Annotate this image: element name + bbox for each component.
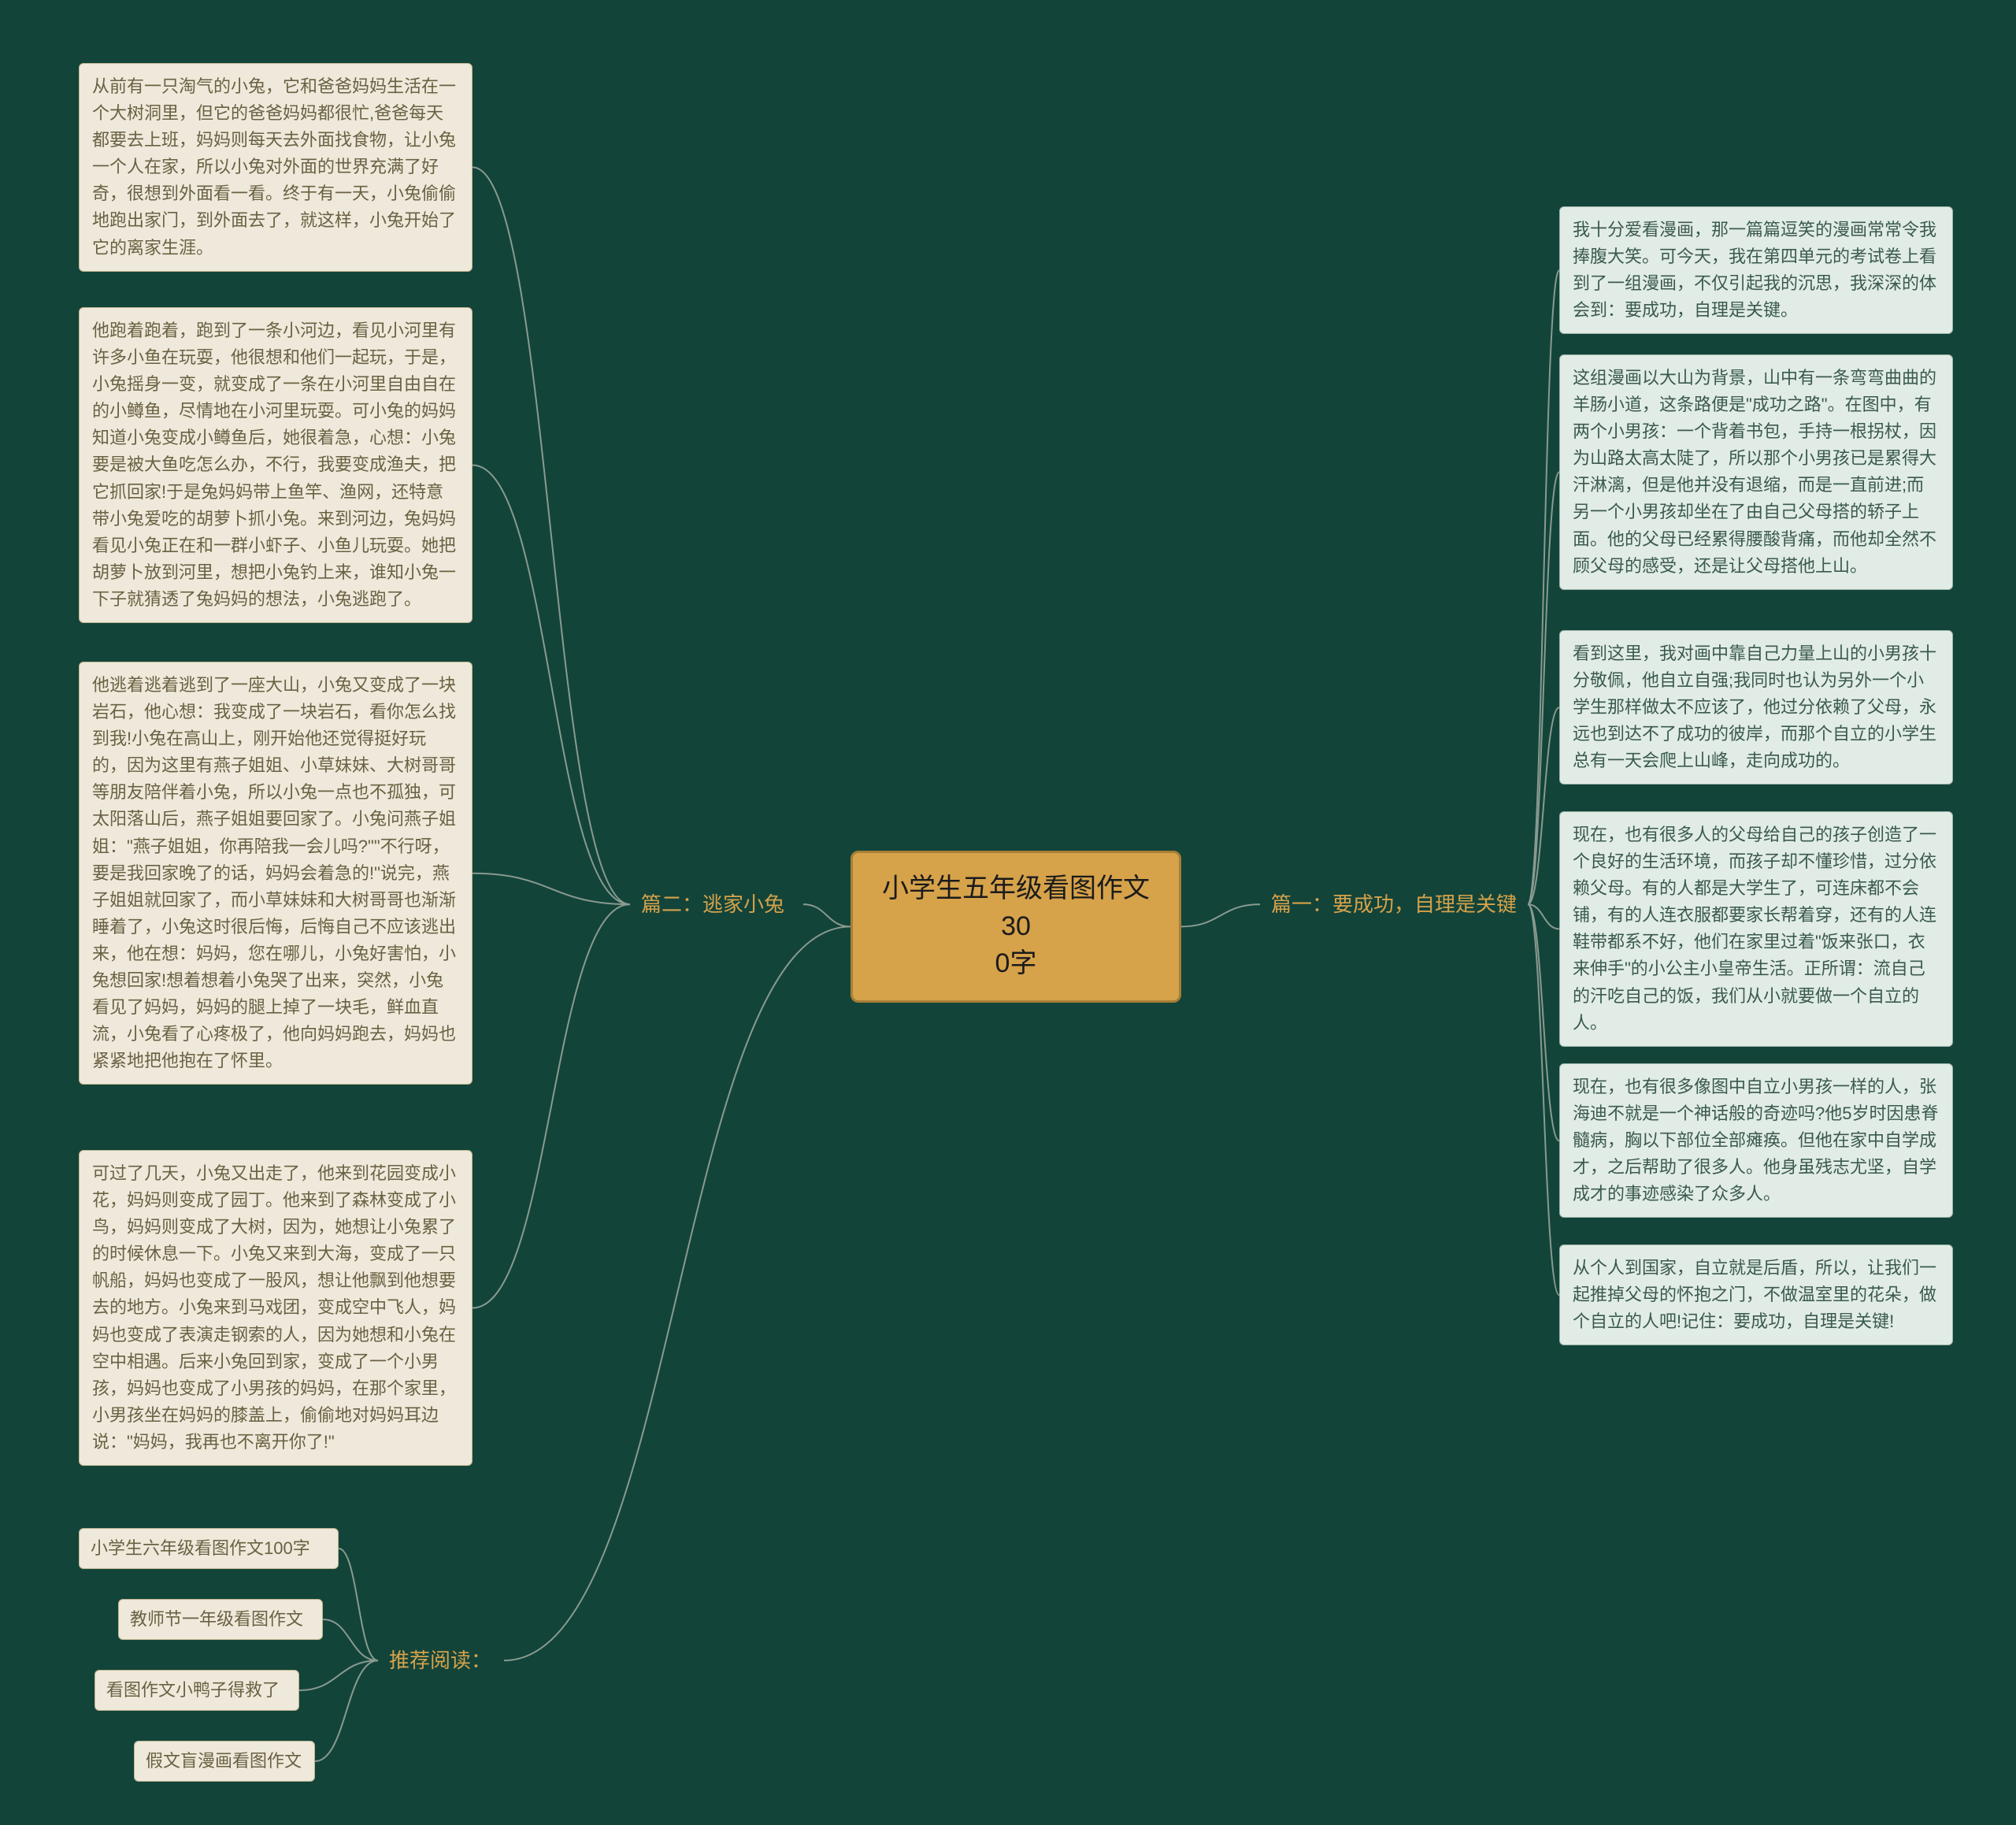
leaf-node: 现在，也有很多人的父母给自己的孩子创造了一个良好的生活环境，而孩子却不懂珍惜，过…	[1559, 811, 1953, 1047]
center-node: 小学生五年级看图作文30 0字	[850, 851, 1181, 1003]
branch-label-3: 推荐阅读：	[378, 1638, 504, 1682]
leaf-node: 教师节一年级看图作文	[118, 1599, 323, 1640]
leaf-node: 看图作文小鸭子得救了	[94, 1670, 299, 1711]
branch-label-2: 篇二：逃家小兔	[630, 882, 803, 926]
leaf-node: 可过了几天，小兔又出走了，他来到花园变成小花，妈妈则变成了园丁。他来到了森林变成…	[79, 1150, 472, 1466]
leaf-node: 他逃着逃着逃到了一座大山，小兔又变成了一块岩石，他心想：我变成了一块岩石，看你怎…	[79, 662, 472, 1085]
leaf-node: 从个人到国家，自立就是后盾，所以，让我们一起推掉父母的怀抱之门，不做温室里的花朵…	[1559, 1244, 1953, 1345]
leaf-node: 现在，也有很多像图中自立小男孩一样的人，张海迪不就是一个神话般的奇迹吗?他5岁时…	[1559, 1063, 1953, 1218]
leaf-node: 他跑着跑着，跑到了一条小河边，看见小河里有许多小鱼在玩耍，他很想和他们一起玩，于…	[79, 307, 472, 623]
branch-label-1: 篇一：要成功，自理是关键	[1260, 882, 1528, 926]
leaf-node: 小学生六年级看图作文100字	[79, 1528, 339, 1569]
leaf-node: 我十分爱看漫画，那一篇篇逗笑的漫画常常令我捧腹大笑。可今天，我在第四单元的考试卷…	[1559, 206, 1953, 334]
leaf-node: 看到这里，我对画中靠自己力量上山的小男孩十分敬佩，他自立自强;我同时也认为另外一…	[1559, 630, 1953, 785]
leaf-node: 这组漫画以大山为背景，山中有一条弯弯曲曲的羊肠小道，这条路便是"成功之路"。在图…	[1559, 354, 1953, 590]
leaf-node: 假文盲漫画看图作文	[134, 1741, 315, 1782]
leaf-node: 从前有一只淘气的小兔，它和爸爸妈妈生活在一个大树洞里，但它的爸爸妈妈都很忙,爸爸…	[79, 63, 472, 272]
